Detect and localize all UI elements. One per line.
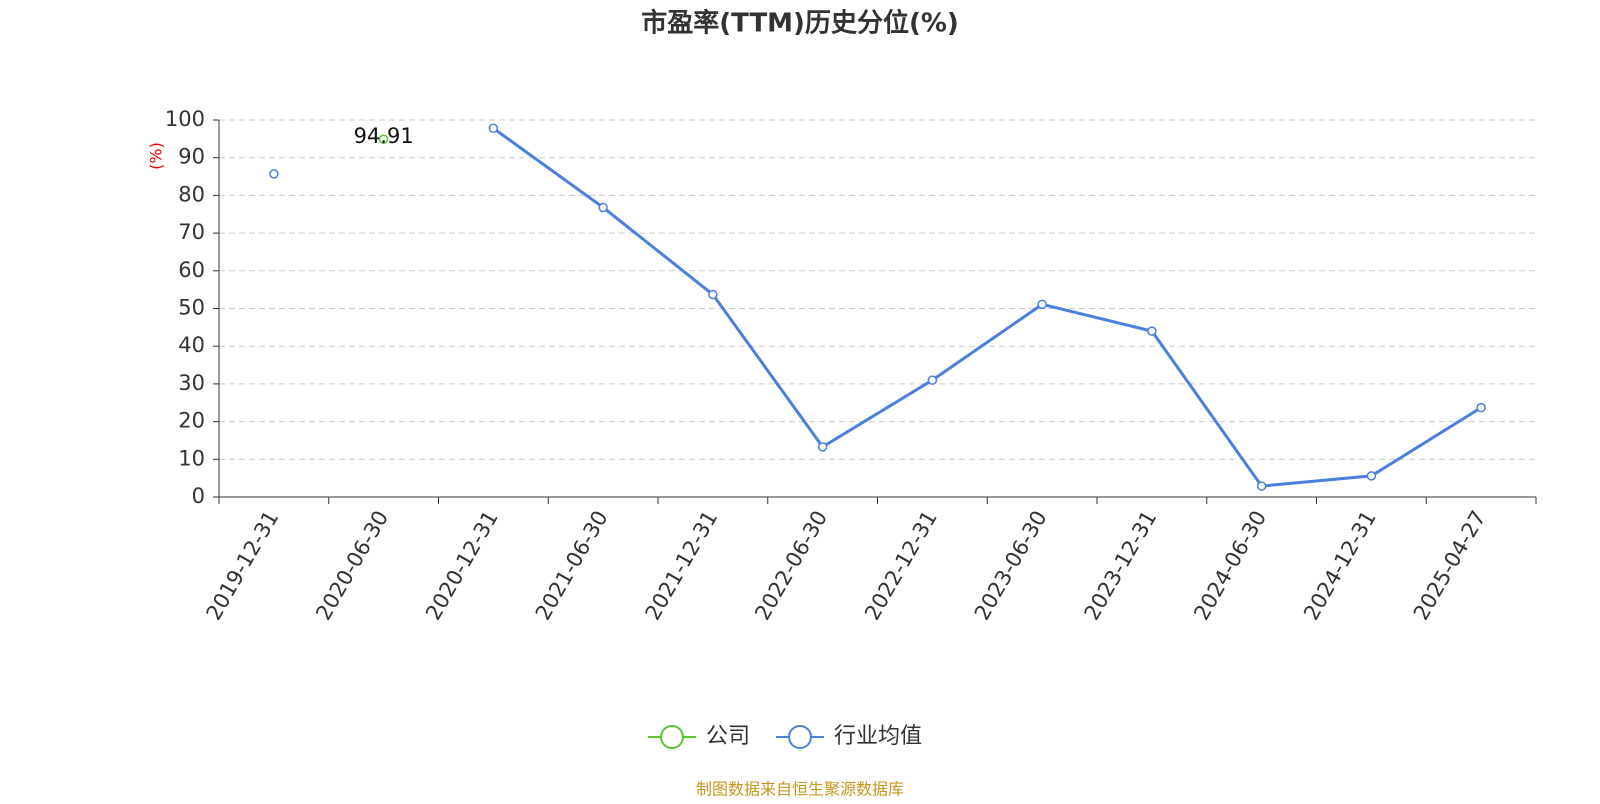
- y-tick-label: 50: [178, 296, 205, 320]
- legend-label: 公司: [706, 724, 750, 749]
- x-tick-label: 2019-12-31: [202, 507, 284, 625]
- data-point: [1037, 299, 1047, 310]
- x-tick-label: 2020-12-31: [421, 507, 503, 625]
- x-tick-label: 2025-04-27: [1409, 507, 1491, 625]
- data-point: [598, 202, 608, 213]
- y-axis-label: (%): [147, 142, 166, 170]
- data-point: [1147, 326, 1157, 336]
- chart-title: 市盈率(TTM)历史分位(%): [641, 8, 959, 39]
- data-point: [927, 375, 938, 385]
- x-tick-label: 2024-06-30: [1189, 507, 1271, 625]
- data-point: [269, 169, 279, 179]
- legend-marker: [660, 725, 684, 749]
- data-point: [488, 123, 499, 134]
- data-label: 94.91: [354, 124, 414, 148]
- x-tick-label: 2020-06-30: [311, 507, 393, 625]
- x-tick-label: 2023-12-31: [1080, 507, 1162, 625]
- x-tick-label: 2021-06-30: [531, 507, 613, 625]
- x-tick-label: 2022-06-30: [750, 507, 832, 625]
- data-point: [1256, 481, 1267, 491]
- y-tick-label: 70: [178, 220, 205, 244]
- series-line: [492, 127, 1482, 488]
- y-tick-label: 100: [165, 107, 205, 131]
- y-tick-label: 80: [178, 182, 205, 206]
- y-tick-label: 40: [178, 333, 205, 357]
- y-tick-label: 10: [178, 446, 205, 470]
- x-tick-label: 2023-06-30: [970, 507, 1052, 625]
- data-point: [1476, 402, 1486, 413]
- y-tick-label: 60: [178, 258, 205, 282]
- y-tick-label: 0: [192, 484, 205, 508]
- legend-label: 行业均值: [834, 724, 922, 749]
- y-tick-label: 90: [178, 145, 205, 169]
- y-tick-label: 30: [178, 371, 205, 395]
- legend-marker: [788, 725, 812, 749]
- data-point: [1366, 471, 1377, 481]
- data-point: [378, 134, 389, 144]
- x-tick-label: 2024-12-31: [1299, 507, 1381, 625]
- data-point: [708, 289, 718, 300]
- data-point: [817, 442, 828, 452]
- source-note: 制图数据来自恒生聚源数据库: [696, 780, 904, 799]
- x-tick-label: 2021-12-31: [641, 507, 723, 625]
- x-tick-label: 2022-12-31: [860, 507, 942, 625]
- y-tick-label: 20: [178, 409, 205, 433]
